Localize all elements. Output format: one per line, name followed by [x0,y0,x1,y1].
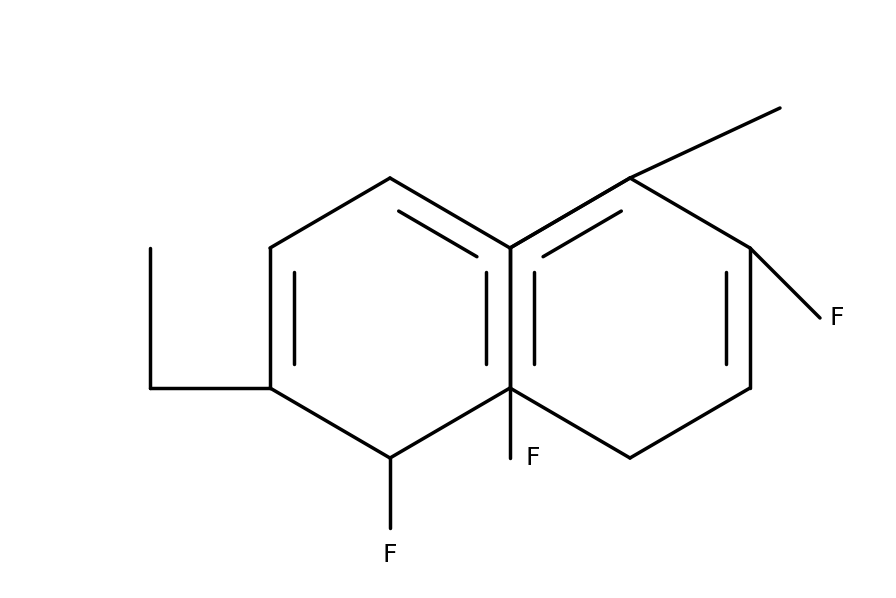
Text: F: F [525,446,539,470]
Text: F: F [383,543,397,567]
Text: F: F [830,306,845,330]
